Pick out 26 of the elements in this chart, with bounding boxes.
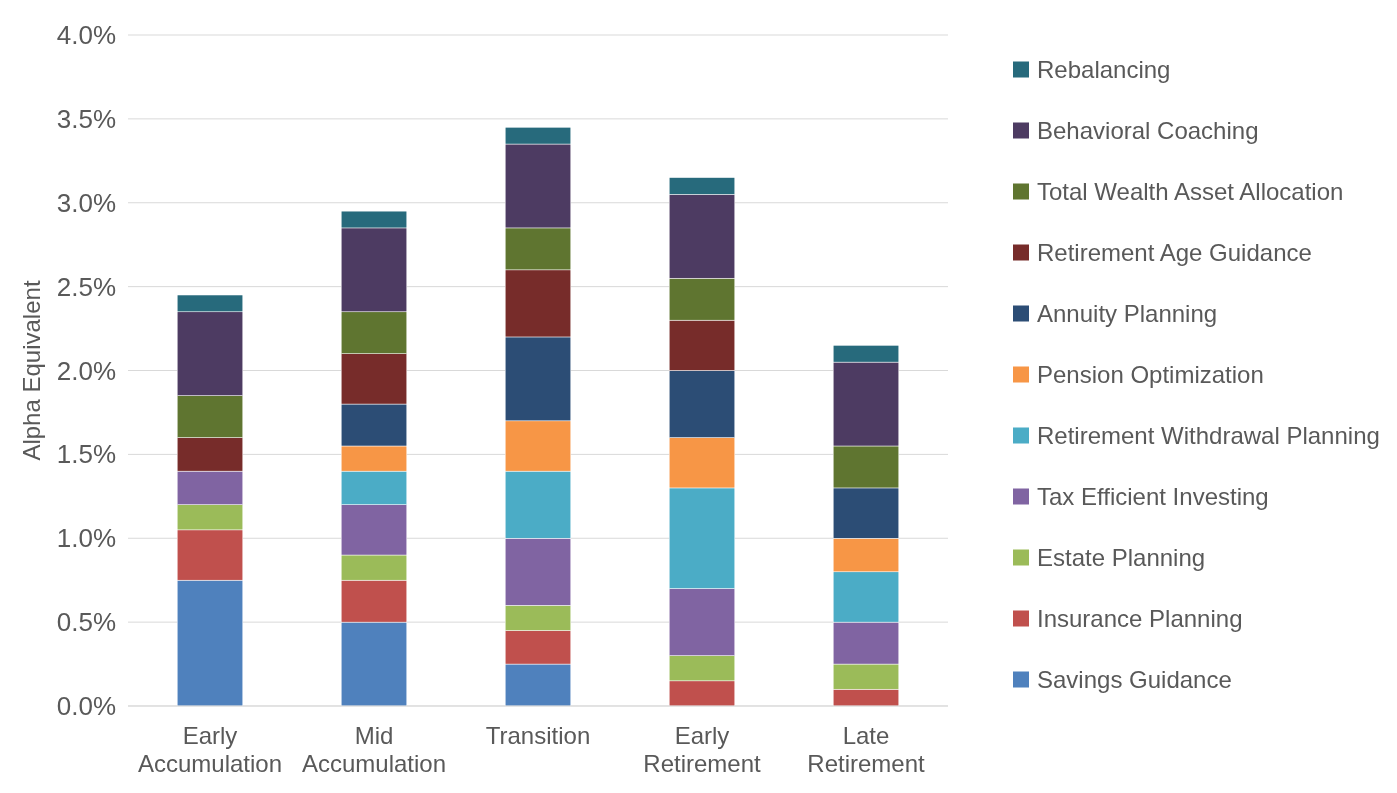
y-tick-label: 0.0% (56, 691, 116, 722)
legend-label: Estate Planning (1037, 543, 1206, 571)
legend-label: Annuity Planning (1037, 299, 1218, 327)
y-tick-label: 1.5% (56, 439, 116, 470)
legend-label: Savings Guidance (1037, 665, 1232, 693)
y-tick-label: 1.0% (56, 523, 116, 554)
x-tick-label: Early Retirement (643, 722, 762, 777)
legend-label: Insurance Planning (1037, 604, 1243, 632)
legend-label: Retirement Withdrawal Planning (1037, 421, 1380, 449)
y-tick-label: 0.5% (56, 607, 116, 638)
legend-label: Total Wealth Asset Allocation (1037, 177, 1344, 205)
legend-label: Retirement Age Guidance (1037, 238, 1312, 266)
legend-label: Pension Optimization (1037, 360, 1264, 388)
y-tick-label: 4.0% (56, 20, 116, 51)
legend-label: Tax Efficient Investing (1037, 482, 1269, 510)
legend-label: Rebalancing (1037, 55, 1171, 83)
y-axis-title: Alpha Equivalent (18, 280, 45, 461)
x-tick-label: Late Retirement (807, 722, 926, 777)
x-tick-label: Mid Accumulation (301, 722, 447, 777)
y-tick-label: 3.5% (56, 103, 116, 134)
y-tick-label: 3.0% (56, 187, 116, 218)
x-tick-label: Early Accumulation (137, 722, 283, 777)
y-tick-label: 2.0% (56, 355, 116, 386)
y-tick-label: 2.5% (56, 271, 116, 302)
x-tick-label: Transition (485, 722, 591, 749)
legend-label: Behavioral Coaching (1037, 116, 1259, 144)
